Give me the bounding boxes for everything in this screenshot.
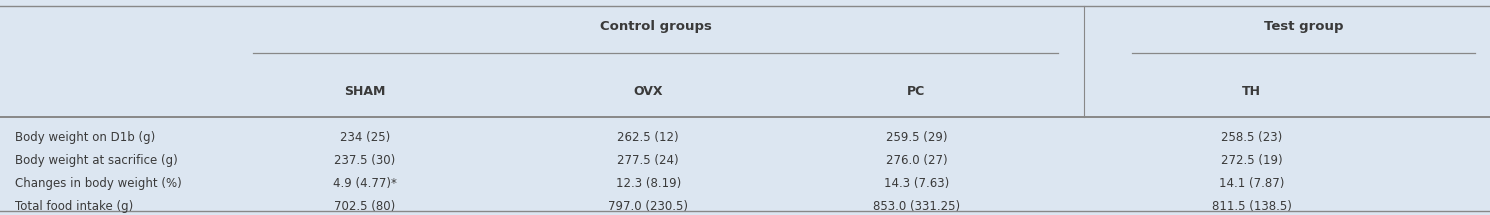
Text: 4.9 (4.77)*: 4.9 (4.77)*: [334, 177, 396, 190]
Text: Changes in body weight (%): Changes in body weight (%): [15, 177, 182, 190]
Text: 797.0 (230.5): 797.0 (230.5): [608, 200, 688, 213]
Text: 237.5 (30): 237.5 (30): [334, 154, 396, 167]
Text: 277.5 (24): 277.5 (24): [617, 154, 679, 167]
Text: 12.3 (8.19): 12.3 (8.19): [615, 177, 681, 190]
Text: 276.0 (27): 276.0 (27): [885, 154, 948, 167]
Text: 272.5 (19): 272.5 (19): [1220, 154, 1283, 167]
Text: OVX: OVX: [633, 85, 663, 98]
Text: 234 (25): 234 (25): [340, 131, 390, 144]
Text: 259.5 (29): 259.5 (29): [885, 131, 948, 144]
Text: Body weight at sacrifice (g): Body weight at sacrifice (g): [15, 154, 177, 167]
Text: 702.5 (80): 702.5 (80): [334, 200, 396, 213]
Text: 262.5 (12): 262.5 (12): [617, 131, 679, 144]
Text: Control groups: Control groups: [599, 20, 712, 33]
Text: 811.5 (138.5): 811.5 (138.5): [1211, 200, 1292, 213]
Text: PC: PC: [907, 85, 925, 98]
Text: 14.3 (7.63): 14.3 (7.63): [884, 177, 949, 190]
Text: Body weight on D1b (g): Body weight on D1b (g): [15, 131, 155, 144]
Text: Total food intake (g): Total food intake (g): [15, 200, 133, 213]
Text: 258.5 (23): 258.5 (23): [1220, 131, 1283, 144]
Text: SHAM: SHAM: [344, 85, 386, 98]
Text: Test group: Test group: [1264, 20, 1344, 33]
Text: TH: TH: [1243, 85, 1261, 98]
Text: 14.1 (7.87): 14.1 (7.87): [1219, 177, 1284, 190]
Text: 853.0 (331.25): 853.0 (331.25): [873, 200, 960, 213]
